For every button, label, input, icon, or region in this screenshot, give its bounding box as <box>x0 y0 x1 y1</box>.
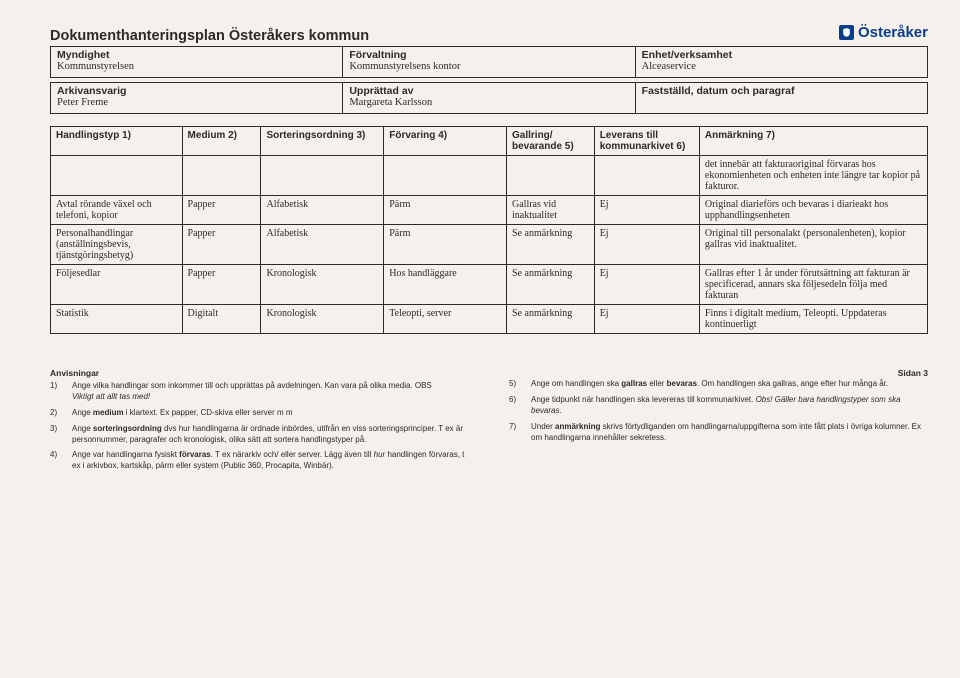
footnote-row: 7) Under anmärkning skrivs förtydliganden… <box>509 422 928 444</box>
column-header: Leverans till kommunarkivet 6) <box>594 127 699 156</box>
table-cell: Pärm <box>384 196 507 225</box>
hdr-label: Upprättad av <box>343 83 635 98</box>
footnote-text: Under anmärkning skrivs förtydliganden o… <box>531 422 928 444</box>
hdr-value: Alceaservice <box>635 61 927 78</box>
table-cell: Personalhandlingar (anställningsbevis, t… <box>51 225 183 265</box>
logo-text: Österåker <box>858 24 928 41</box>
table-cell: Original till personalakt (personalenhet… <box>699 225 927 265</box>
table-cell: Följesedlar <box>51 265 183 305</box>
column-header: Handlingstyp 1) <box>51 127 183 156</box>
footnote-text: Ange var handlingarna fysiskt förvaras. … <box>72 450 469 472</box>
hdr-value: Margareta Karlsson <box>343 97 635 114</box>
hdr-label: Förvaltning <box>343 47 635 62</box>
logo: Österåker <box>839 24 928 41</box>
footnote-number: 3) <box>50 424 62 446</box>
table-cell: Papper <box>182 225 261 265</box>
table-cell: Se anmärkning <box>507 225 595 265</box>
hdr-value <box>635 97 927 114</box>
table-cell <box>594 156 699 196</box>
footnotes: Anvisningar 1) Ange vilka handlingar som … <box>50 368 928 477</box>
hdr-label: Myndighet <box>51 47 343 62</box>
table-row: FöljesedlarPapperKronologiskHos handlägg… <box>51 265 928 305</box>
footnote-row: 2) Ange medium i klartext. Ex papper, CD-… <box>50 408 469 419</box>
table-cell <box>384 156 507 196</box>
table-cell: Kronologisk <box>261 305 384 334</box>
hdr-label: Enhet/verksamhet <box>635 47 927 62</box>
column-header: Sorteringsordning 3) <box>261 127 384 156</box>
hdr-value: Kommunstyrelsens kontor <box>343 61 635 78</box>
table-cell: Alfabetisk <box>261 225 384 265</box>
page-number: Sidan 3 <box>509 368 928 379</box>
table-cell: Statistik <box>51 305 183 334</box>
table-cell: Gallras efter 1 år under förutsättning a… <box>699 265 927 305</box>
header-table-2: Arkivansvarig Upprättad av Fastställd, d… <box>50 82 928 114</box>
table-row: StatistikDigitaltKronologiskTeleopti, se… <box>51 305 928 334</box>
footnote-number: 5) <box>509 379 521 390</box>
table-cell: det innebär att fakturaoriginal förvaras… <box>699 156 927 196</box>
hdr-value: Peter Freme <box>51 97 343 114</box>
column-header: Medium 2) <box>182 127 261 156</box>
table-cell <box>261 156 384 196</box>
shield-icon <box>839 25 854 40</box>
table-cell: Teleopti, server <box>384 305 507 334</box>
column-header: Anmärkning 7) <box>699 127 927 156</box>
table-row: det innebär att fakturaoriginal förvaras… <box>51 156 928 196</box>
table-cell: Hos handläggare <box>384 265 507 305</box>
table-row: Personalhandlingar (anställningsbevis, t… <box>51 225 928 265</box>
table-cell: Gallras vid inaktualitet <box>507 196 595 225</box>
hdr-label: Fastställd, datum och paragraf <box>635 83 927 98</box>
table-cell: Avtal rörande växel och telefoni, kopior <box>51 196 183 225</box>
header-table-1: Myndighet Förvaltning Enhet/verksamhet K… <box>50 46 928 78</box>
footnote-number: 2) <box>50 408 62 419</box>
table-cell: Ej <box>594 265 699 305</box>
footnote-text: Ange medium i klartext. Ex papper, CD-sk… <box>72 408 469 419</box>
footnotes-title: Anvisningar <box>50 368 469 379</box>
title-row: Dokumenthanteringsplan Österåkers kommun… <box>50 28 928 46</box>
column-header: Förvaring 4) <box>384 127 507 156</box>
footnotes-left: Anvisningar 1) Ange vilka handlingar som … <box>50 368 469 477</box>
table-cell: Pärm <box>384 225 507 265</box>
table-cell: Papper <box>182 265 261 305</box>
footnote-number: 1) <box>50 381 62 403</box>
table-cell: Kronologisk <box>261 265 384 305</box>
footnote-row: 1) Ange vilka handlingar som inkommer til… <box>50 381 469 403</box>
footnote-number: 7) <box>509 422 521 444</box>
table-cell <box>182 156 261 196</box>
footnote-number: 6) <box>509 395 521 417</box>
footnote-text: Ange om handlingen ska gallras eller bev… <box>531 379 928 390</box>
table-cell: Se anmärkning <box>507 265 595 305</box>
main-table: Handlingstyp 1)Medium 2)Sorteringsordnin… <box>50 126 928 334</box>
footnote-text: Ange sorteringsordning dvs hur handlinga… <box>72 424 469 446</box>
table-cell <box>51 156 183 196</box>
table-cell: Digitalt <box>182 305 261 334</box>
footnote-row: 5) Ange om handlingen ska gallras eller b… <box>509 379 928 390</box>
footnote-row: 4) Ange var handlingarna fysiskt förvaras… <box>50 450 469 472</box>
table-cell <box>507 156 595 196</box>
footnote-text: Ange tidpunkt när handlingen ska leverer… <box>531 395 928 417</box>
page: Dokumenthanteringsplan Österåkers kommun… <box>0 0 960 678</box>
hdr-value: Kommunstyrelsen <box>51 61 343 78</box>
footnote-row: 6) Ange tidpunkt när handlingen ska lever… <box>509 395 928 417</box>
table-cell: Finns i digitalt medium, Teleopti. Uppda… <box>699 305 927 334</box>
table-cell: Se anmärkning <box>507 305 595 334</box>
column-header: Gallring/ bevarande 5) <box>507 127 595 156</box>
table-cell: Papper <box>182 196 261 225</box>
footnotes-right: Sidan 3 5) Ange om handlingen ska gallras… <box>509 368 928 477</box>
footnote-row: 3) Ange sorteringsordning dvs hur handlin… <box>50 424 469 446</box>
table-row: Avtal rörande växel och telefoni, kopior… <box>51 196 928 225</box>
page-title: Dokumenthanteringsplan Österåkers kommun <box>50 28 369 44</box>
footnote-number: 4) <box>50 450 62 472</box>
hdr-label: Arkivansvarig <box>51 83 343 98</box>
table-cell: Alfabetisk <box>261 196 384 225</box>
table-cell: Original diarieförs och bevaras i diarie… <box>699 196 927 225</box>
table-cell: Ej <box>594 225 699 265</box>
table-cell: Ej <box>594 196 699 225</box>
table-cell: Ej <box>594 305 699 334</box>
footnote-text: Ange vilka handlingar som inkommer till … <box>72 381 469 403</box>
